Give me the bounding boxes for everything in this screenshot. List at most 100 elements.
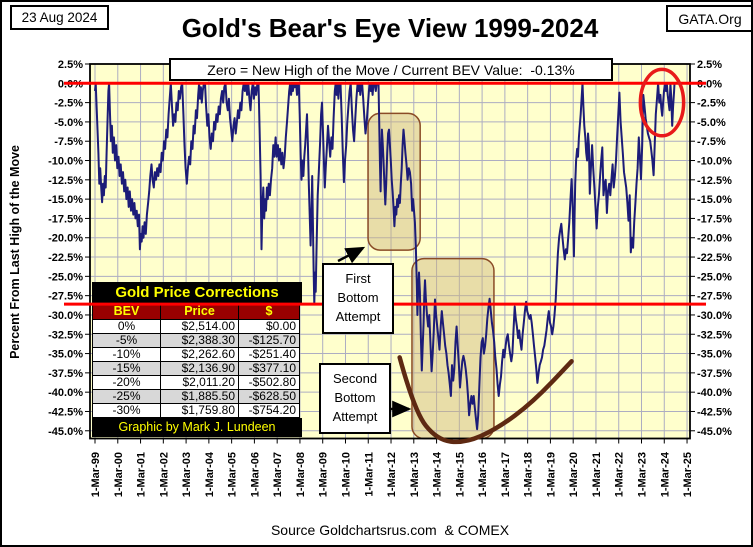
- x-tick-label: 1-Mar-04: [204, 451, 216, 497]
- table-cell: -$251.40: [238, 348, 300, 362]
- y-tick-label-right: -20.0%: [697, 233, 732, 245]
- x-tick-label: 1-Mar-23: [636, 452, 648, 497]
- x-tick-label: 1-Mar-15: [454, 452, 466, 497]
- x-tick-label: 1-Mar-25: [682, 452, 694, 497]
- x-tick-label: 1-Mar-01: [136, 452, 148, 497]
- table-header-cell: BEV Value: [92, 304, 160, 320]
- table-cell: $2,262.60: [160, 348, 238, 362]
- y-tick-label: -5.0%: [54, 117, 83, 129]
- x-tick-label: 1-Mar-10: [340, 452, 352, 497]
- x-tick-label: 1-Mar-05: [227, 452, 239, 497]
- current-move-circle: [638, 67, 686, 138]
- x-tick-label: 1-Mar-19: [545, 452, 557, 497]
- table-cell: -30%: [92, 404, 160, 418]
- y-tick-label: -25.0%: [48, 271, 83, 283]
- y-tick-label-right: -15.0%: [697, 194, 732, 206]
- table-body: BEV ValuePrice$ Decline0%$2,514.00$0.00-…: [92, 304, 302, 418]
- subtitle-box: Zero = New High of the Move / Current BE…: [169, 58, 613, 81]
- y-tick-label-right: -37.5%: [697, 368, 732, 380]
- x-tick-label: 1-Mar-09: [318, 452, 330, 497]
- x-tick-label: 1-Mar-16: [477, 452, 489, 497]
- y-tick-label: -15.0%: [48, 194, 83, 206]
- x-tick-label: 1-Mar-08: [295, 452, 307, 497]
- x-tick-label: 1-Mar-11: [363, 452, 375, 497]
- x-tick-label: 1-Mar-07: [272, 452, 284, 497]
- y-tick-label: -35.0%: [48, 349, 83, 361]
- y-tick-label-right: -22.5%: [697, 252, 732, 264]
- y-tick-label: -30.0%: [48, 310, 83, 322]
- table-cell: $0.00: [238, 320, 300, 334]
- table-cell: -25%: [92, 390, 160, 404]
- y-tick-label-right: -42.5%: [697, 406, 732, 418]
- x-tick-label: 1-Mar-06: [249, 452, 261, 497]
- y-tick-label: -27.5%: [48, 291, 83, 303]
- date-badge: 23 Aug 2024: [10, 5, 109, 30]
- y-tick-label-right: -27.5%: [697, 291, 732, 303]
- y-tick-label: -42.5%: [48, 406, 83, 418]
- bottoming-curve: [397, 355, 574, 445]
- table-cell: -$125.70: [238, 334, 300, 348]
- y-axis-title: Percent From Last High of the Move: [2, 64, 28, 439]
- y-tick-label: -2.5%: [54, 98, 83, 110]
- y-axis-title-text: Percent From Last High of the Move: [8, 144, 22, 359]
- table-cell: $2,388.30: [160, 334, 238, 348]
- y-tick-label: -7.5%: [54, 136, 83, 148]
- table-cell: -$502.80: [238, 376, 300, 390]
- y-tick-label-right: -35.0%: [697, 349, 732, 361]
- org-badge: GATA.Org: [666, 5, 751, 32]
- y-tick-label: -20.0%: [48, 233, 83, 245]
- table-cell: -10%: [92, 348, 160, 362]
- y-tick-label-right: -7.5%: [697, 136, 726, 148]
- x-tick-label: 1-Mar-18: [523, 452, 535, 497]
- y-tick-label: -37.5%: [48, 368, 83, 380]
- y-tick-label: -12.5%: [48, 175, 83, 187]
- y-tick-label-right: 0.0%: [697, 78, 722, 90]
- annotation-first-bottom: First Bottom Attempt: [322, 263, 394, 334]
- y-tick-label-right: -45.0%: [697, 426, 732, 438]
- x-tick-label: 1-Mar-20: [568, 452, 580, 497]
- x-tick-label: 1-Mar-00: [113, 452, 125, 497]
- y-tick-label-right: 2.5%: [697, 59, 722, 71]
- table-cell: $1,885.50: [160, 390, 238, 404]
- table-cell: $2,011.20: [160, 376, 238, 390]
- table-cell: $2,514.00: [160, 320, 238, 334]
- table-header-cell: Price: [160, 304, 238, 320]
- table-cell: -5%: [92, 334, 160, 348]
- table-cell: -15%: [92, 362, 160, 376]
- x-tick-label: 1-Mar-99: [90, 452, 102, 497]
- x-tick-label: 1-Mar-21: [591, 452, 603, 497]
- table-title: Gold Price Corrections: [92, 282, 302, 304]
- y-tick-label-right: -32.5%: [697, 329, 732, 341]
- y-tick-label-right: -2.5%: [697, 98, 726, 110]
- table-cell: -$377.10: [238, 362, 300, 376]
- y-tick-label: -22.5%: [48, 252, 83, 264]
- y-tick-label-right: -10.0%: [697, 156, 732, 168]
- y-tick-label-right: -30.0%: [697, 310, 732, 322]
- source-footer: Source Goldchartsrus.com & COMEX: [270, 522, 510, 538]
- y-tick-label-right: -5.0%: [697, 117, 726, 129]
- y-tick-label: -10.0%: [48, 156, 83, 168]
- y-tick-label: -17.5%: [48, 213, 83, 225]
- x-tick-label: 1-Mar-17: [500, 452, 512, 497]
- y-tick-label: -40.0%: [48, 387, 83, 399]
- y-tick-label-right: -12.5%: [697, 175, 732, 187]
- x-tick-label: 1-Mar-14: [432, 451, 444, 497]
- table-credit: Graphic by Mark J. Lundeen: [92, 418, 302, 437]
- table-cell: $1,759.80: [160, 404, 238, 418]
- table-cell: -20%: [92, 376, 160, 390]
- arrow-first-bottom-icon: [337, 246, 366, 264]
- y-tick-label: -45.0%: [48, 426, 83, 438]
- table-cell: 0%: [92, 320, 160, 334]
- page-title: Gold's Bear's Eye View 1999-2024: [181, 13, 599, 43]
- x-tick-label: 1-Mar-12: [386, 452, 398, 497]
- y-tick-label: -32.5%: [48, 329, 83, 341]
- table-cell: -$628.50: [238, 390, 300, 404]
- table-header-cell: $ Decline: [238, 304, 300, 320]
- y-tick-label: 2.5%: [58, 59, 83, 71]
- annotation-second-bottom: Second Bottom Attempt: [319, 363, 391, 434]
- x-tick-label: 1-Mar-02: [158, 452, 170, 497]
- bev-line: [94, 82, 677, 431]
- x-tick-label: 1-Mar-22: [614, 452, 626, 497]
- y-tick-label-right: -17.5%: [697, 213, 732, 225]
